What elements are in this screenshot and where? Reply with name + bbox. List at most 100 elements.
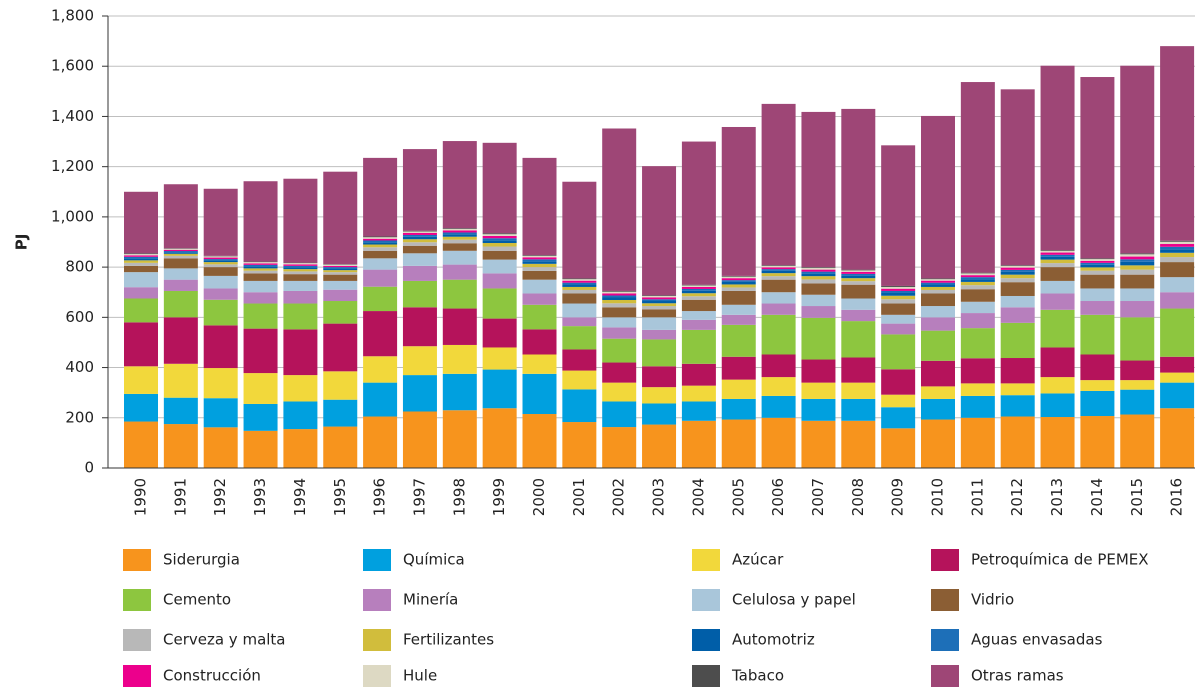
bar-segment xyxy=(442,410,477,468)
legend-swatch xyxy=(931,629,959,651)
bar-segment xyxy=(124,272,158,288)
bar-segment xyxy=(761,303,796,315)
bar-segment xyxy=(681,286,716,289)
bar-segment xyxy=(124,260,158,263)
bar-segment xyxy=(203,398,238,428)
bar-segment xyxy=(1000,383,1035,396)
bar-segment xyxy=(522,263,557,268)
bar-segment xyxy=(562,181,597,279)
bar-segment xyxy=(921,115,955,279)
bar-segment xyxy=(602,290,637,292)
bar-segment xyxy=(323,274,358,281)
bar-segment xyxy=(323,426,358,468)
bar-segment xyxy=(323,301,358,324)
bar-segment xyxy=(1080,259,1115,261)
legend-label: Fertilizantes xyxy=(403,631,494,649)
bar-segment xyxy=(243,303,278,329)
bar-segment xyxy=(562,370,597,390)
bar-segment xyxy=(402,234,437,237)
legend-swatch xyxy=(123,549,151,571)
bar-segment xyxy=(960,82,995,273)
bar-segment xyxy=(203,368,238,399)
bar-segment xyxy=(1000,282,1035,296)
bar-segment xyxy=(1040,280,1075,294)
bar-segment xyxy=(203,188,238,256)
bar-segment xyxy=(761,292,796,304)
bar-segment xyxy=(1080,314,1115,355)
bar-segment xyxy=(163,249,198,252)
bar-segment xyxy=(921,419,955,468)
bar-segment xyxy=(1160,249,1195,253)
bar-segment xyxy=(602,128,637,291)
bar-segment xyxy=(960,301,995,314)
bar-segment xyxy=(921,284,955,287)
bar-segment xyxy=(960,313,995,329)
bar-segment xyxy=(1040,250,1075,253)
bar-segment xyxy=(402,231,437,233)
bar-segment xyxy=(1160,246,1195,250)
bar-segment xyxy=(1040,293,1075,310)
bar-segment xyxy=(761,265,796,266)
y-tick-label: 1,600 xyxy=(51,57,94,75)
bar-segment xyxy=(761,269,796,271)
bar-segment xyxy=(960,358,995,384)
bar-segment xyxy=(482,259,517,274)
bar-segment xyxy=(1120,253,1155,255)
bar-segment xyxy=(442,279,477,309)
bar-segment xyxy=(1120,414,1155,468)
legend-swatch xyxy=(363,665,391,687)
bar-segment xyxy=(602,293,637,296)
x-tick-label: 2014 xyxy=(1088,478,1106,516)
bar-segment xyxy=(203,288,238,300)
bar-segment xyxy=(283,303,318,330)
bar-segment xyxy=(363,157,398,237)
bar-segment xyxy=(681,329,716,364)
bar-segment xyxy=(1120,274,1155,289)
bar-segment xyxy=(881,428,916,468)
bar-segment xyxy=(562,326,597,350)
legend-label: Química xyxy=(403,551,465,569)
bar-segment xyxy=(761,270,796,274)
bar-segment xyxy=(283,290,318,304)
bar-segment xyxy=(124,298,158,323)
bar-segment xyxy=(163,252,198,254)
bar-segment xyxy=(522,304,557,330)
bar-segment xyxy=(721,398,756,420)
bar-segment xyxy=(402,280,437,308)
bar-segment xyxy=(163,279,198,291)
bar-segment xyxy=(721,290,756,305)
legend-label: Aguas envasadas xyxy=(971,631,1103,649)
legend-swatch xyxy=(363,589,391,611)
bar-segment xyxy=(522,329,557,355)
bar-segment xyxy=(203,260,238,263)
bar-segment xyxy=(721,304,756,315)
bar-segment xyxy=(562,279,597,281)
bar-segment xyxy=(363,382,398,417)
bar-segment xyxy=(602,338,637,363)
bar-segment xyxy=(1040,309,1075,348)
bar-segment xyxy=(482,235,517,239)
bar-segment xyxy=(642,295,677,298)
bar-segment xyxy=(881,323,916,335)
bar-segment xyxy=(522,354,557,374)
bar-segment xyxy=(1160,262,1195,278)
bar-segment xyxy=(642,403,677,425)
bar-segment xyxy=(881,314,916,324)
bar-segment xyxy=(363,236,398,238)
bar-segment xyxy=(363,258,398,270)
bar-segment xyxy=(1080,270,1115,275)
legend-swatch xyxy=(692,665,720,687)
bar-segment xyxy=(642,166,677,296)
bar-segment xyxy=(1040,263,1075,268)
x-tick-label: 1998 xyxy=(450,478,468,516)
bar-segment xyxy=(1160,372,1195,383)
bar-segment xyxy=(1080,77,1115,259)
bar-segment xyxy=(124,421,158,468)
bar-segment xyxy=(841,382,876,399)
bar-segment xyxy=(1080,416,1115,468)
legend-swatch xyxy=(931,665,959,687)
bar-segment xyxy=(1080,274,1115,289)
bar-segment xyxy=(921,278,955,280)
bar-segment xyxy=(642,297,677,300)
bar-segment xyxy=(1000,395,1035,417)
